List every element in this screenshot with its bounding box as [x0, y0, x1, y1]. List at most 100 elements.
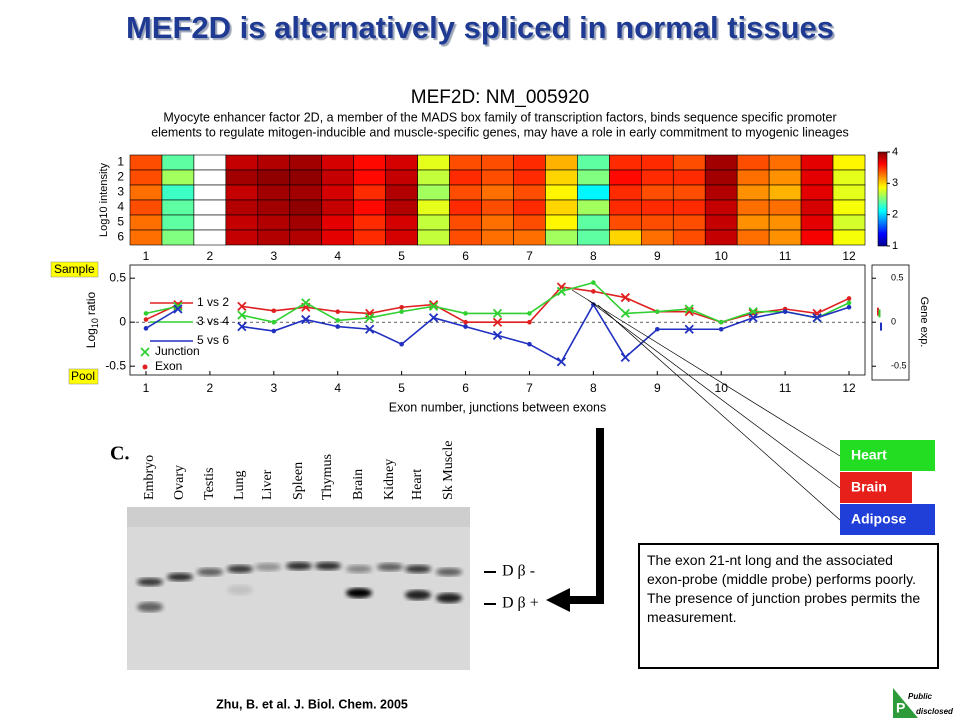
heatmap-x-tick-label: 1: [143, 249, 150, 263]
logo-bottom: disclosed: [916, 707, 954, 716]
gene-exp-label: Gene exp.: [918, 297, 930, 348]
heatmap-cell: [129, 229, 163, 246]
heatmap-cell: [129, 214, 163, 231]
junction-marker: [620, 308, 630, 319]
heatmap-cell: [609, 169, 642, 186]
plot-frame: [129, 264, 866, 376]
colorbar-tick-label: 4: [892, 146, 898, 158]
heatmap-x-tick-label: 10: [715, 249, 729, 263]
colorbar-tick-label: 3: [892, 177, 898, 189]
heatmap-cell: [577, 154, 610, 171]
heatmap-cell: [257, 229, 291, 246]
heatmap-cell: [672, 199, 706, 216]
heatmap-cell: [641, 199, 674, 216]
exon-marker: [846, 296, 852, 301]
heatmap-cell: [193, 184, 227, 201]
exon-marker: [271, 308, 277, 314]
tissue-label: Adipose: [851, 511, 906, 527]
citation: Zhu, B. et al. J. Biol. Chem. 2005: [216, 697, 408, 711]
heatmap-cell: [800, 214, 834, 231]
exon-marker: [463, 319, 468, 325]
heatmap-cell: [353, 199, 386, 216]
series-line: [145, 281, 850, 324]
heatmap-cell: [161, 154, 195, 171]
exon-marker: [591, 289, 596, 294]
heatmap-cell: [704, 214, 738, 231]
heatmap-cell: [513, 214, 546, 231]
legend-label: 3 vs 4: [197, 314, 229, 328]
lane-label: Testis: [202, 468, 217, 500]
logo-top: Public: [908, 692, 933, 701]
x-axis-label: Exon number, junctions between exons: [389, 400, 607, 414]
junction-marker: [620, 292, 630, 303]
heatmap-cell: [768, 229, 802, 246]
heatmap-cell: [736, 169, 770, 186]
heatmap-cell: [609, 199, 642, 216]
heatmap-cell: [609, 214, 642, 231]
heatmap-cell: [641, 214, 674, 231]
heatmap-cell: [289, 184, 323, 201]
junction-marker: [748, 313, 758, 323]
junction-marker: [301, 298, 311, 308]
heatmap-cell: [129, 199, 163, 216]
heatmap-cell: [193, 169, 227, 186]
gel-band: [346, 588, 372, 598]
y-axis-label-part: Log: [84, 328, 98, 348]
heatmap-cell: [832, 169, 866, 186]
heatmap-cell: [289, 199, 323, 216]
band-label: D β -: [502, 563, 535, 580]
heatmap-cell: [800, 184, 834, 201]
y-axis-label-part: 10: [90, 318, 100, 328]
heatmap-cell: [353, 154, 386, 171]
heatmap-cell: [417, 184, 450, 201]
junction-marker: [173, 304, 183, 314]
heatmap-y-label: Log10 intensity: [98, 163, 110, 237]
gel-background: [127, 507, 470, 670]
x-tick-label: 3: [270, 381, 277, 395]
legend-label: Exon: [155, 359, 182, 373]
heatmap-cell: [289, 229, 323, 246]
connector-line: [571, 289, 841, 457]
junction-marker: [492, 308, 503, 319]
heatmap-cell: [129, 169, 163, 186]
heatmap-cell: [417, 169, 450, 186]
heatmap-cell: [193, 229, 227, 246]
heatmap-cell: [481, 169, 514, 186]
tissue-box: [840, 472, 912, 503]
exon-marker: [846, 304, 852, 310]
heatmap-cell: [641, 169, 674, 186]
description-line: elements to regulate mitogen-inducible a…: [151, 125, 849, 139]
heatmap-cell: [513, 199, 546, 216]
exon-marker: [143, 317, 149, 322]
heatmap-cell: [832, 199, 866, 216]
pool-box: [68, 368, 99, 385]
row-label: 5: [117, 215, 124, 229]
gene-exp-tick-label: 0: [891, 317, 896, 327]
heatmap-cell: [736, 154, 770, 171]
colorbar-tick-label: 2: [892, 209, 898, 221]
heatmap-cell: [449, 214, 482, 231]
heatmap-cell: [193, 214, 227, 231]
exon-marker: [527, 319, 532, 325]
heatmap-cell: [641, 229, 674, 246]
x-tick-label: 4: [334, 381, 341, 395]
lane-label: Spleen: [291, 462, 306, 500]
slide-title: MEF2D is alternatively spliced in normal…: [125, 10, 835, 45]
heatmap-cell: [545, 184, 578, 201]
heatmap-cell: [768, 184, 802, 201]
junction-marker: [812, 313, 822, 323]
heatmap-cell: [545, 214, 578, 231]
exon-marker: [271, 328, 277, 334]
heatmap-cell: [481, 184, 514, 201]
heatmap-cell: [672, 184, 706, 201]
junction-marker: [365, 313, 375, 323]
heatmap-cell: [672, 214, 706, 231]
exon-marker: [782, 309, 788, 314]
y-tick-label: -0.5: [105, 358, 126, 372]
lane-label: Brain: [351, 469, 366, 500]
heatmap-cell: [736, 199, 770, 216]
heatmap-cell: [481, 199, 514, 216]
heatmap-cell: [353, 169, 386, 186]
exon-marker: [654, 309, 660, 314]
